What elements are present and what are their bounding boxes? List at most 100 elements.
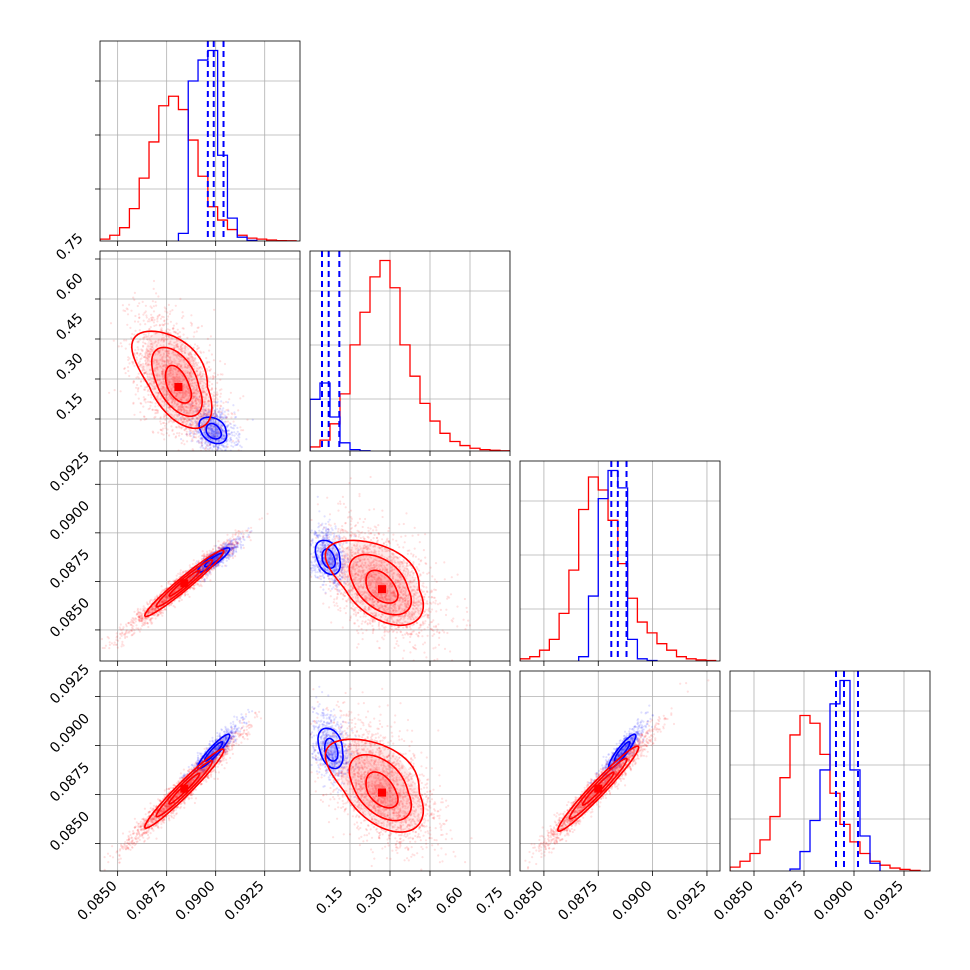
point-red — [143, 607, 146, 610]
point-red — [127, 622, 130, 625]
point-red — [160, 611, 163, 614]
point-red — [172, 373, 175, 376]
point-red — [204, 440, 207, 443]
point-red — [195, 430, 198, 433]
point-red — [151, 408, 154, 411]
point-red — [216, 430, 219, 433]
point-red — [159, 344, 162, 347]
hist-red-p1-hist — [100, 95, 297, 241]
point-red — [188, 374, 191, 377]
point-blue — [207, 410, 210, 413]
point-red — [188, 372, 191, 375]
point-blue — [229, 426, 233, 429]
point-red — [162, 370, 165, 373]
point-red — [193, 587, 196, 590]
point-red — [188, 424, 191, 427]
point-red — [156, 396, 159, 399]
point-red — [137, 386, 140, 390]
point-blue — [222, 434, 225, 437]
point-red — [161, 315, 164, 318]
point-red — [157, 383, 160, 386]
point-red — [173, 400, 176, 403]
point-red — [161, 372, 164, 375]
point-blue — [208, 410, 211, 413]
point-blue — [196, 409, 199, 413]
point-red — [200, 444, 203, 447]
point-red — [177, 357, 180, 361]
point-blue — [204, 402, 207, 406]
point-red — [210, 551, 213, 554]
point-red — [197, 390, 200, 393]
point-red — [177, 408, 180, 411]
point-red — [178, 363, 182, 366]
point-blue — [207, 432, 210, 435]
point-blue — [225, 440, 228, 443]
point-red — [194, 397, 197, 400]
point-red — [166, 354, 169, 357]
contour-blue-0 — [205, 422, 223, 440]
point-red — [178, 599, 181, 602]
point-red — [167, 370, 170, 373]
point-red — [162, 352, 165, 355]
y-tick-label-p2-0: 0.15 — [53, 390, 86, 423]
point-blue — [225, 446, 228, 449]
point-red — [184, 421, 187, 424]
point-red — [138, 620, 141, 623]
point-red — [188, 411, 191, 414]
point-blue — [214, 430, 217, 433]
point-red — [189, 383, 192, 386]
point-blue — [223, 410, 226, 413]
point-red — [185, 356, 188, 359]
point-blue — [238, 432, 241, 435]
point-red — [162, 338, 165, 342]
point-red — [202, 411, 205, 414]
point-red — [162, 364, 165, 367]
point-red — [108, 643, 111, 647]
point-red — [241, 535, 244, 538]
point-red — [146, 349, 149, 352]
point-red — [161, 356, 164, 359]
point-red — [176, 587, 179, 590]
point-red — [223, 542, 226, 545]
point-red — [170, 398, 173, 401]
axes-frame — [99, 250, 301, 452]
point-red — [202, 370, 205, 373]
point-red — [148, 353, 151, 356]
point-blue — [220, 449, 223, 451]
point-red — [190, 374, 193, 377]
point-red — [176, 406, 180, 409]
point-red — [232, 543, 235, 546]
point-red — [175, 587, 179, 591]
point-red — [205, 413, 208, 416]
point-red — [120, 634, 123, 638]
point-red — [200, 585, 203, 588]
point-blue — [206, 427, 210, 430]
point-red — [155, 292, 158, 295]
point-red — [150, 306, 153, 309]
point-red — [104, 644, 107, 647]
point-red — [193, 396, 196, 399]
point-red — [182, 358, 186, 361]
point-red — [166, 392, 169, 395]
point-red — [132, 296, 135, 299]
point-red — [158, 351, 161, 354]
point-red — [191, 401, 194, 405]
point-red — [183, 386, 186, 389]
point-red — [171, 414, 174, 417]
point-red — [137, 377, 140, 380]
point-red — [180, 344, 183, 347]
point-red — [151, 606, 154, 610]
point-red — [149, 345, 152, 348]
point-red — [170, 387, 173, 390]
point-red — [142, 344, 145, 347]
point-red — [148, 382, 152, 385]
point-red — [191, 411, 194, 414]
point-red — [166, 322, 169, 325]
point-red — [209, 579, 212, 582]
point-red — [178, 395, 181, 398]
point-blue — [221, 430, 224, 433]
point-red — [195, 388, 198, 392]
point-blue — [207, 427, 210, 430]
point-red — [124, 347, 127, 350]
point-red — [181, 396, 184, 399]
